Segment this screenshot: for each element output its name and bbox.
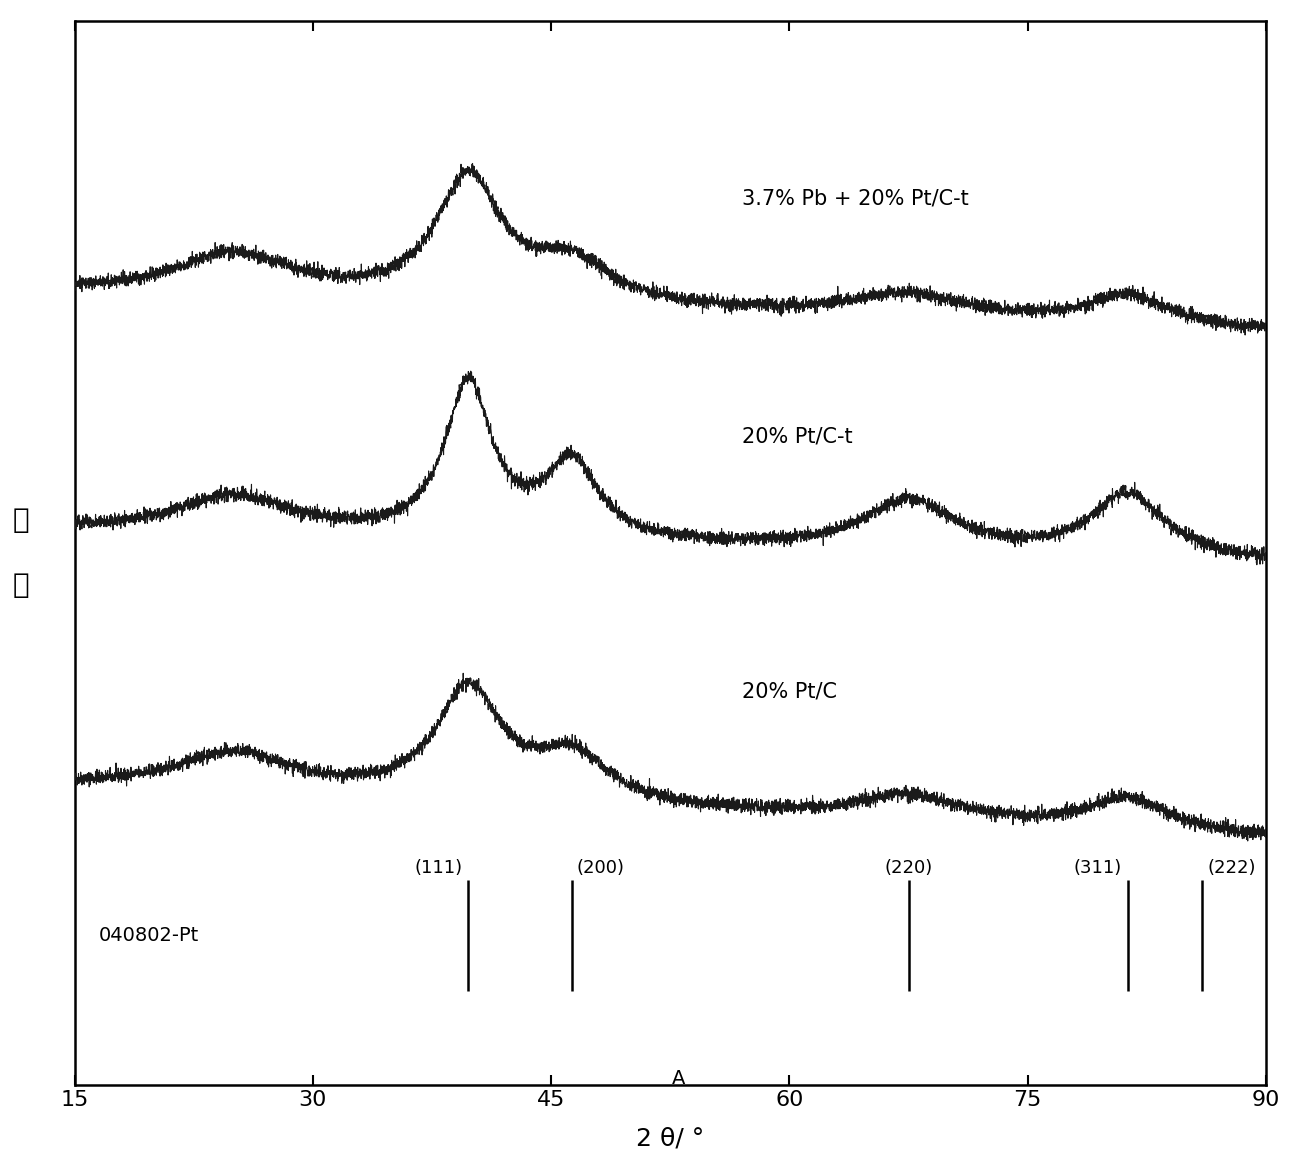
Text: (200): (200) [576,860,624,877]
Text: (311): (311) [1073,860,1121,877]
Text: 20% Pt/C: 20% Pt/C [742,682,837,701]
Text: (111): (111) [414,860,462,877]
Text: 040802-Pt: 040802-Pt [99,926,199,945]
Text: (220): (220) [885,860,933,877]
Text: 强

度: 强 度 [13,506,29,600]
Text: 20% Pt/C-t: 20% Pt/C-t [742,426,852,446]
Text: A: A [671,1069,684,1088]
Text: (222): (222) [1207,860,1255,877]
Text: 3.7% Pb + 20% Pt/C-t: 3.7% Pb + 20% Pt/C-t [742,189,968,208]
X-axis label: 2 θ/ °: 2 θ/ ° [636,1127,704,1150]
